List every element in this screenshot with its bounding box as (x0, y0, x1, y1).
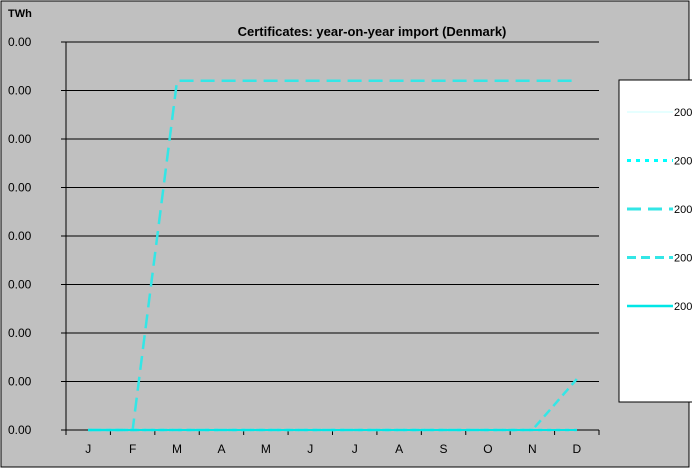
y-tick-label: 0.00 (8, 326, 32, 340)
legend: 200 200 200 200 200 (618, 79, 692, 403)
series-layer (88, 79, 578, 432)
gridlines (66, 41, 599, 382)
chart-title: Certificates: year-on-year import (Denma… (238, 24, 507, 39)
legend-label: 200 (674, 301, 692, 313)
x-tick-label: M (172, 442, 182, 456)
x-tick-label: A (217, 442, 225, 456)
legend-label: 200 (674, 107, 692, 119)
y-tick-label: 0.00 (8, 132, 32, 146)
series-line-3 (88, 79, 577, 432)
x-tick-label: A (395, 442, 403, 456)
x-tick-label: N (528, 442, 537, 456)
x-tick-label: J (85, 442, 91, 456)
y-tick-label: 0.00 (8, 278, 32, 292)
x-tick-label: M (261, 442, 271, 456)
legend-label: 200 (674, 204, 692, 216)
x-tick-label: J (307, 442, 313, 456)
x-tick-label: D (572, 442, 581, 456)
tick-labels: 0.00 0.00 0.00 0.00 0.00 0.00 0.00 0.00 0.00 J F M A… (8, 35, 581, 456)
y-tick-label: 0.00 (8, 375, 32, 389)
y-tick-label: 0.00 (8, 35, 32, 49)
y-tick-label: 0.00 (8, 181, 32, 195)
legend-label: 200 (674, 156, 692, 168)
legend-label: 200 (674, 253, 692, 265)
y-tick-label: 0.00 (8, 229, 32, 243)
x-tick-label: S (440, 442, 448, 456)
y-axis-label: TWh (8, 8, 32, 20)
x-tick-label: F (129, 442, 136, 456)
x-tick-label: O (483, 442, 492, 456)
y-tick-label: 0.00 (8, 423, 32, 437)
legend-box (618, 79, 692, 403)
x-tick-label: J (352, 442, 358, 456)
y-tick-label: 0.00 (8, 84, 32, 98)
